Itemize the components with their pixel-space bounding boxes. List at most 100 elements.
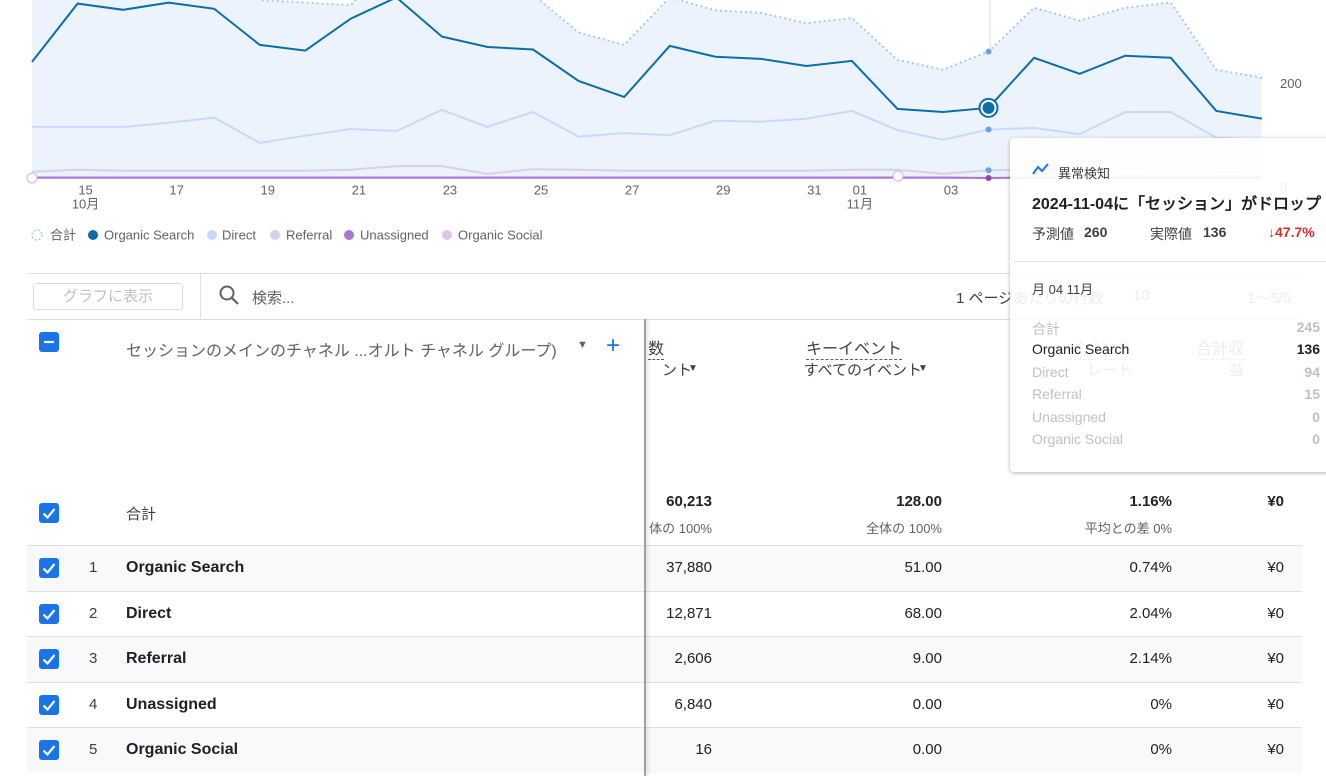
row-name[interactable]: Direct — [126, 604, 172, 622]
row-checkbox[interactable] — [39, 694, 59, 715]
row-rank: 3 — [89, 650, 98, 668]
total-value: ¥0 — [1267, 493, 1284, 510]
expected-label: 予測値 — [1032, 226, 1074, 242]
x-tick-label: 21 — [352, 182, 366, 197]
row-rank: 2 — [89, 604, 98, 622]
dropdown-arrow: ▼ — [577, 339, 588, 351]
icon — [42, 745, 56, 757]
row-checkbox[interactable] — [39, 740, 59, 761]
row-value: 2.14% — [1129, 650, 1172, 668]
icon — [42, 608, 56, 620]
tooltip-row-value: 15 — [1304, 386, 1320, 403]
row-value: 9.00 — [912, 650, 942, 668]
legend-label: Referral — [286, 227, 332, 242]
anomaly-marker-core — [982, 101, 995, 114]
tooltip-row-value: 0 — [1312, 408, 1320, 425]
add-dimension[interactable]: + — [606, 332, 621, 359]
show-in-chart-button[interactable]: グラフに表示 — [33, 283, 183, 310]
tooltip-row-name: Direct — [1032, 363, 1069, 380]
legend-label: Organic Social — [458, 227, 543, 242]
row-rank: 4 — [89, 695, 98, 713]
legend-label: Organic Search — [104, 227, 194, 242]
total-sub: 体の 100% — [649, 521, 712, 536]
tooltip-row-value: 0 — [1312, 431, 1320, 447]
row-value: ¥0 — [1267, 604, 1284, 622]
series-line — [32, 108, 1262, 144]
row-value: 0% — [1150, 695, 1172, 713]
row-value: 0.00 — [912, 695, 942, 713]
y-tick-label: 200 — [1280, 76, 1302, 91]
range-marker — [892, 170, 904, 182]
table-row — [27, 681, 1302, 728]
range-start — [26, 172, 38, 184]
legend-label: 合計 — [50, 227, 76, 242]
column-title[interactable]: 数 — [647, 335, 664, 360]
dimension-header[interactable]: セッションのメインのチャネル ...オルト チャネル グループ) — [126, 343, 557, 360]
row-name[interactable]: Organic Social — [126, 741, 239, 759]
row-checkbox[interactable] — [39, 649, 59, 670]
row-value: 37,880 — [666, 559, 712, 576]
row-value: ¥0 — [1267, 695, 1284, 713]
x-tick-label: 19 — [261, 182, 275, 197]
x-tick-label: 15 — [78, 182, 92, 197]
row-value: 0.74% — [1129, 559, 1172, 576]
x-tick-label: 17 — [169, 182, 183, 197]
row-value: 2,606 — [674, 650, 712, 668]
column-title[interactable]: キーイベント — [805, 335, 902, 360]
actual-value: 136 — [1203, 224, 1227, 240]
hover-dot — [985, 175, 992, 181]
anomaly-icon — [1032, 162, 1050, 181]
search-input[interactable]: 検索... — [252, 290, 295, 307]
legend-swatch — [31, 229, 43, 241]
tooltip-row-name: Organic Social — [1032, 431, 1124, 447]
icon — [42, 700, 56, 711]
tooltip-row-value: 136 — [1296, 341, 1320, 358]
actual-label: 実際値 — [1150, 226, 1192, 242]
table-row — [27, 545, 1302, 591]
row-checkbox[interactable] — [39, 603, 59, 624]
row-value: ¥0 — [1267, 559, 1284, 576]
row-value: 0.00 — [912, 741, 942, 759]
expected-value: 260 — [1084, 224, 1108, 240]
divider — [200, 274, 201, 318]
tooltip-row-value: 94 — [1304, 363, 1320, 380]
anomaly-tooltip: 異常検知 2024-11-04に「セッション」がドロップ 予測値 260 実際値 136 ↓… — [1010, 138, 1326, 472]
column-sub-arrow: ▼ — [918, 363, 928, 374]
icon — [42, 654, 56, 666]
row-name[interactable]: Organic Search — [126, 559, 245, 576]
total-value: 1.16% — [1129, 493, 1172, 510]
row-rank: 1 — [89, 559, 98, 576]
total-value: 128.00 — [896, 493, 942, 510]
x-tick-label: 23 — [443, 182, 457, 197]
legend-label: Unassigned — [360, 227, 429, 242]
row-value: ¥0 — [1267, 741, 1284, 759]
tooltip-row-name: Unassigned — [1032, 408, 1106, 425]
hover-dot — [985, 167, 992, 174]
legend-swatch — [344, 230, 354, 240]
table-row — [27, 590, 1302, 637]
table-row — [27, 727, 1302, 774]
tooltip-row-value: 245 — [1296, 319, 1320, 335]
series-line — [257, 0, 1263, 79]
select-all-checkbox[interactable] — [39, 332, 59, 352]
totals-checkbox[interactable] — [39, 503, 59, 523]
column-sub-arrow: ▼ — [688, 363, 698, 374]
x-month-label: 10月 — [72, 196, 99, 211]
row-name[interactable]: Referral — [126, 650, 187, 668]
row-value: 16 — [695, 741, 712, 759]
icon — [44, 340, 54, 344]
row-checkbox[interactable] — [39, 558, 59, 578]
tooltip-row-name: Referral — [1032, 386, 1082, 403]
icon — [42, 508, 56, 520]
legend-swatch — [207, 230, 217, 240]
icon — [42, 563, 56, 575]
tooltip-title: 異常検知 — [1058, 166, 1111, 181]
row-name[interactable]: Unassigned — [126, 695, 217, 713]
legend-swatch — [88, 230, 98, 240]
total-sub: 全体の 100% — [866, 521, 942, 536]
legend-label: Direct — [222, 227, 256, 242]
row-value: ¥0 — [1267, 650, 1284, 668]
x-tick-label: 25 — [534, 182, 548, 197]
icon — [219, 285, 239, 305]
